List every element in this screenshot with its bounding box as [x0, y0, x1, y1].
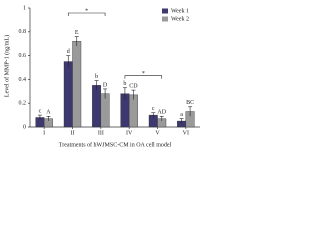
bar: [100, 93, 110, 128]
x-tick-label: IV: [126, 130, 133, 136]
significance-letter: AD: [157, 110, 166, 116]
legend-swatch: [162, 16, 168, 22]
bar: [92, 85, 102, 128]
significance-letter: BC: [186, 100, 194, 106]
y-axis-label: Level of MMP-1 (ng/mL): [3, 35, 10, 97]
comparison-label: *: [85, 8, 88, 14]
significance-letter: d: [67, 49, 70, 55]
significance-letter: CD: [129, 83, 138, 89]
y-tick-label: 0: [23, 124, 26, 130]
x-tick-label: V: [155, 130, 160, 136]
y-tick-label: 1: [23, 5, 26, 11]
x-tick-label: VI: [183, 130, 189, 136]
significance-letter: c: [39, 108, 42, 114]
comparison-bracket: [67, 12, 106, 16]
x-axis-label: Treatments of hWJMSC-CM in OA cell model: [59, 141, 172, 148]
significance-letter: a: [180, 112, 183, 118]
x-tick-label: III: [98, 130, 104, 136]
comparison-bracket: [124, 75, 163, 79]
y-tick-label: 0.4: [19, 77, 27, 83]
legend-label: Week 2: [171, 16, 189, 22]
x-tick-label: II: [71, 130, 75, 136]
comparison-label: *: [142, 71, 145, 77]
chart: Level of MMP-1 (ng/mL) Treatments of hWJ…: [3, 5, 200, 148]
significance-letter: b: [123, 81, 126, 87]
significance-letter: b: [95, 74, 98, 80]
legend-swatch: [162, 8, 168, 14]
y-tick-label: 0.6: [19, 53, 27, 59]
bar: [63, 61, 73, 128]
x-tick-label: I: [43, 130, 45, 136]
significance-letter: c: [152, 106, 155, 112]
y-tick-label: 0.8: [19, 29, 27, 35]
bar: [72, 41, 82, 128]
significance-letter: A: [46, 110, 51, 116]
y-tick-label: 0.2: [19, 101, 27, 107]
significance-letter: E: [75, 30, 79, 36]
legend-label: Week 1: [171, 8, 189, 14]
significance-letter: D: [103, 82, 108, 88]
bar: [128, 94, 138, 128]
